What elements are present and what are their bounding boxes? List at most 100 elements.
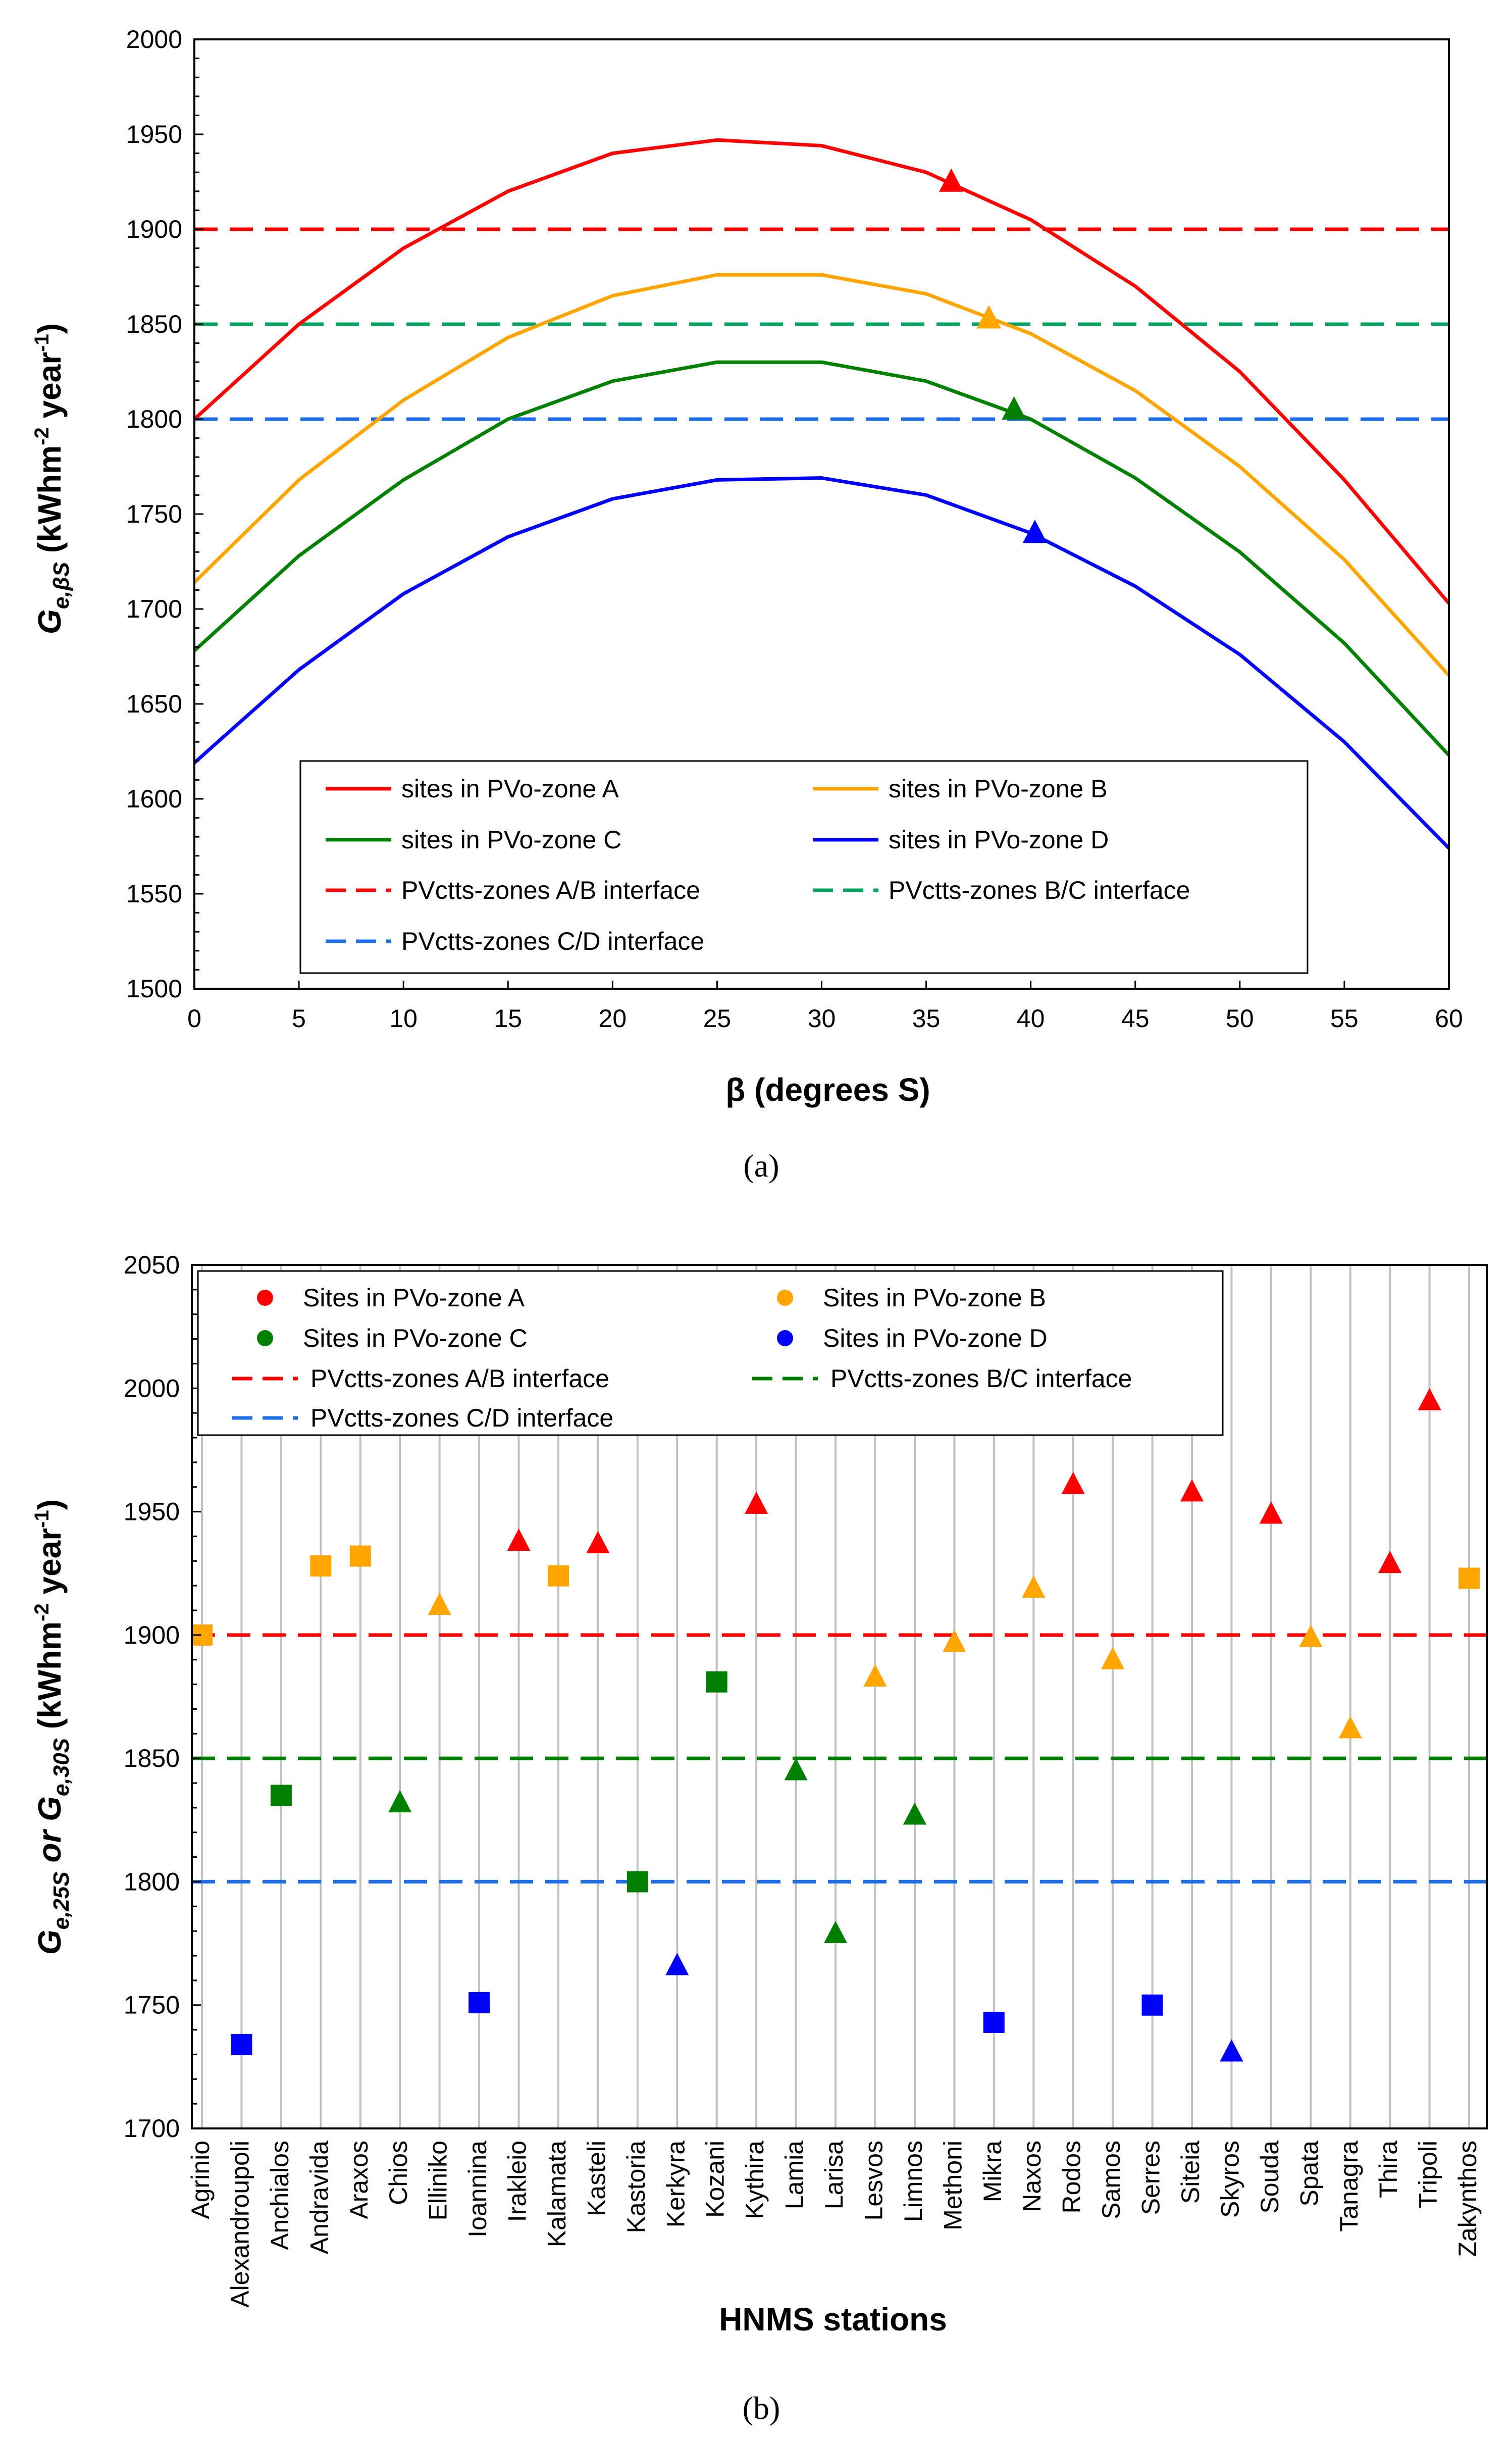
chart-b-point-triangle	[784, 1758, 808, 1781]
chart-panel-b: 1700 1750 1800 1850 1900 1950 2000 2050 Agrinio…	[31, 1251, 1488, 2426]
chart-b-point-triangle	[1378, 1550, 1402, 1573]
chart-a-legend: sites in PVo-zone A sites in PVo-zone B si…	[299, 760, 1309, 974]
chart-b-point-square	[468, 1992, 490, 2013]
chart-b-point-triangle	[388, 1790, 412, 1812]
chart-b-legend-label: PVctts-zones A/B interface	[310, 1364, 609, 1393]
chart-b-y-tick-label: 2000	[124, 1374, 180, 1402]
chart-b-points	[191, 1388, 1480, 2062]
chart-b-y-tick-label: 2050	[124, 1251, 180, 1279]
chart-a-y-tick-label: 1700	[126, 595, 182, 623]
chart-a-x-tick-label: 60	[1435, 1004, 1463, 1033]
chart-b-category-label: Spata	[1295, 2141, 1323, 2207]
chart-b-point-triangle	[1338, 1716, 1362, 1739]
chart-a-y-tick-label: 1550	[126, 880, 182, 908]
chart-b-category-label: Chios	[384, 2141, 412, 2205]
chart-b-category-label: Kythira	[741, 2141, 769, 2219]
chart-b-category-label: Irakleio	[503, 2141, 532, 2222]
chart-a-x-tick-label: 0	[187, 1004, 201, 1033]
chart-b-category-label: Limnos	[899, 2141, 927, 2222]
chart-b-point-square	[231, 2034, 252, 2055]
chart-b-legend-dot	[777, 1290, 793, 1306]
chart-a-legend-label: sites in PVo-zone A	[401, 775, 619, 803]
chart-b-y-tick-label: 1750	[124, 1991, 180, 2019]
chart-panel-a: 1500155016001650170017501800185019001950…	[31, 25, 1463, 1184]
chart-b-category-label: Kasteli	[582, 2141, 610, 2216]
chart-a-reference-lines	[194, 227, 1449, 421]
chart-b-point-triangle	[863, 1664, 887, 1687]
chart-b-category-label: Mikra	[978, 2141, 1007, 2202]
chart-b-point-triangle	[943, 1630, 966, 1652]
chart-b-point-square	[547, 1565, 569, 1587]
chart-b-category-label: Elliniko	[424, 2141, 452, 2220]
chart-a-y-tick-label: 1900	[126, 215, 182, 243]
chart-a-y-tick-label: 1950	[126, 120, 182, 148]
chart-b-point-triangle	[1259, 1501, 1283, 1524]
chart-b-category-label: Tripoli	[1414, 2141, 1442, 2208]
chart-b-legend: Sites in PVo-zone A Sites in PVo-zone B Si…	[197, 1270, 1224, 1436]
chart-b-legend-label: Sites in PVo-zone C	[303, 1324, 528, 1352]
chart-b-y-tick-label: 1950	[124, 1498, 180, 1526]
chart-b-category-label: Kalamata	[543, 2141, 571, 2247]
chart-b-tick-labels: 1700 1750 1800 1850 1900 1950 2000 2050	[124, 1251, 180, 2143]
chart-b-point-triangle	[823, 1920, 848, 1943]
chart-b-legend-box	[197, 1270, 1224, 1436]
chart-a-x-tick-label: 50	[1226, 1004, 1254, 1033]
chart-b-y-tick-label: 1850	[124, 1744, 180, 1772]
chart-a-x-tick-label: 45	[1121, 1004, 1150, 1033]
chart-b-category-label: Naxos	[1018, 2141, 1046, 2212]
chart-a-y-tick-label: 1600	[126, 785, 182, 813]
panel-b-label: (b)	[743, 2390, 780, 2426]
chart-a-legend-label: PVctts-zones C/D interface	[401, 927, 704, 955]
chart-b-category-label: Kerkyra	[661, 2141, 690, 2227]
chart-a-x-tick-label: 55	[1330, 1004, 1359, 1033]
chart-b-point-triangle	[665, 1953, 689, 1975]
chart-a-legend-label: sites in PVo-zone C	[401, 826, 621, 854]
chart-b-y-axis-title: Ge,25S or Ge,30S (kWhm-2 year-1)	[31, 1499, 74, 1955]
chart-a-x-tick-label: 20	[599, 1004, 627, 1033]
chart-b-reference-lines	[192, 1633, 1487, 1884]
chart-a-marker-triangle	[1022, 520, 1048, 543]
chart-b-point-triangle	[1061, 1471, 1085, 1494]
chart-b-legend-dot	[257, 1330, 273, 1346]
chart-a-y-tick-label: 1650	[126, 690, 182, 718]
chart-a-y-tick-label: 1800	[126, 405, 182, 433]
chart-b-legend-label: PVctts-zones C/D interface	[310, 1404, 613, 1432]
chart-b-y-tick-label: 1800	[124, 1867, 180, 1896]
chart-a-x-tick-label: 5	[292, 1004, 306, 1033]
chart-b-legend-dot	[777, 1330, 793, 1346]
chart-b-point-triangle	[507, 1529, 531, 1551]
chart-b-legend-label: Sites in PVo-zone D	[823, 1324, 1048, 1352]
chart-a-y-axis-title: Ge,βS (kWhm-2 year-1)	[31, 323, 74, 634]
chart-b-category-label: Tanagra	[1335, 2141, 1363, 2232]
chart-a-marker-triangle	[976, 305, 1002, 329]
chart-b-point-square	[983, 2011, 1005, 2033]
chart-a-tick-labels: 1500155016001650170017501800185019001950…	[126, 25, 1463, 1033]
chart-b-category-label: Kozani	[701, 2141, 729, 2218]
chart-b-point-triangle	[1418, 1388, 1441, 1410]
chart-b-category-label: Samos	[1097, 2141, 1125, 2219]
chart-b-y-tick-label: 1900	[124, 1621, 180, 1649]
chart-a-marker-triangle	[1002, 396, 1026, 420]
chart-a-series-line	[193, 273, 1450, 677]
chart-a-y-tick-label: 1850	[126, 310, 182, 338]
chart-b-point-square	[349, 1545, 371, 1567]
chart-b-category-label: Agrinio	[186, 2141, 215, 2219]
chart-b-category-label: Rodos	[1058, 2141, 1086, 2214]
chart-b-point-triangle	[586, 1531, 610, 1553]
chart-a-x-tick-label: 25	[703, 1004, 732, 1033]
chart-b-point-triangle	[1180, 1479, 1204, 1502]
chart-b-category-label: Andravida	[305, 2141, 333, 2254]
chart-a-x-tick-label: 10	[389, 1004, 418, 1033]
chart-b-category-label: Zakynthos	[1453, 2141, 1482, 2257]
chart-b-point-square	[270, 1785, 292, 1806]
panel-a-label: (a)	[743, 1148, 779, 1184]
chart-b-point-triangle	[1022, 1575, 1046, 1598]
chart-b-point-square	[627, 1871, 648, 1893]
chart-b-legend-label: Sites in PVo-zone A	[303, 1284, 525, 1312]
chart-a-x-tick-label: 35	[912, 1004, 941, 1033]
chart-a-axes	[193, 38, 1450, 990]
chart-b-legend-label: Sites in PVo-zone B	[823, 1284, 1046, 1312]
chart-a-x-tick-label: 15	[494, 1004, 522, 1033]
chart-b-y-tick-label: 1700	[124, 2114, 180, 2143]
chart-a-legend-label: sites in PVo-zone B	[889, 775, 1108, 803]
